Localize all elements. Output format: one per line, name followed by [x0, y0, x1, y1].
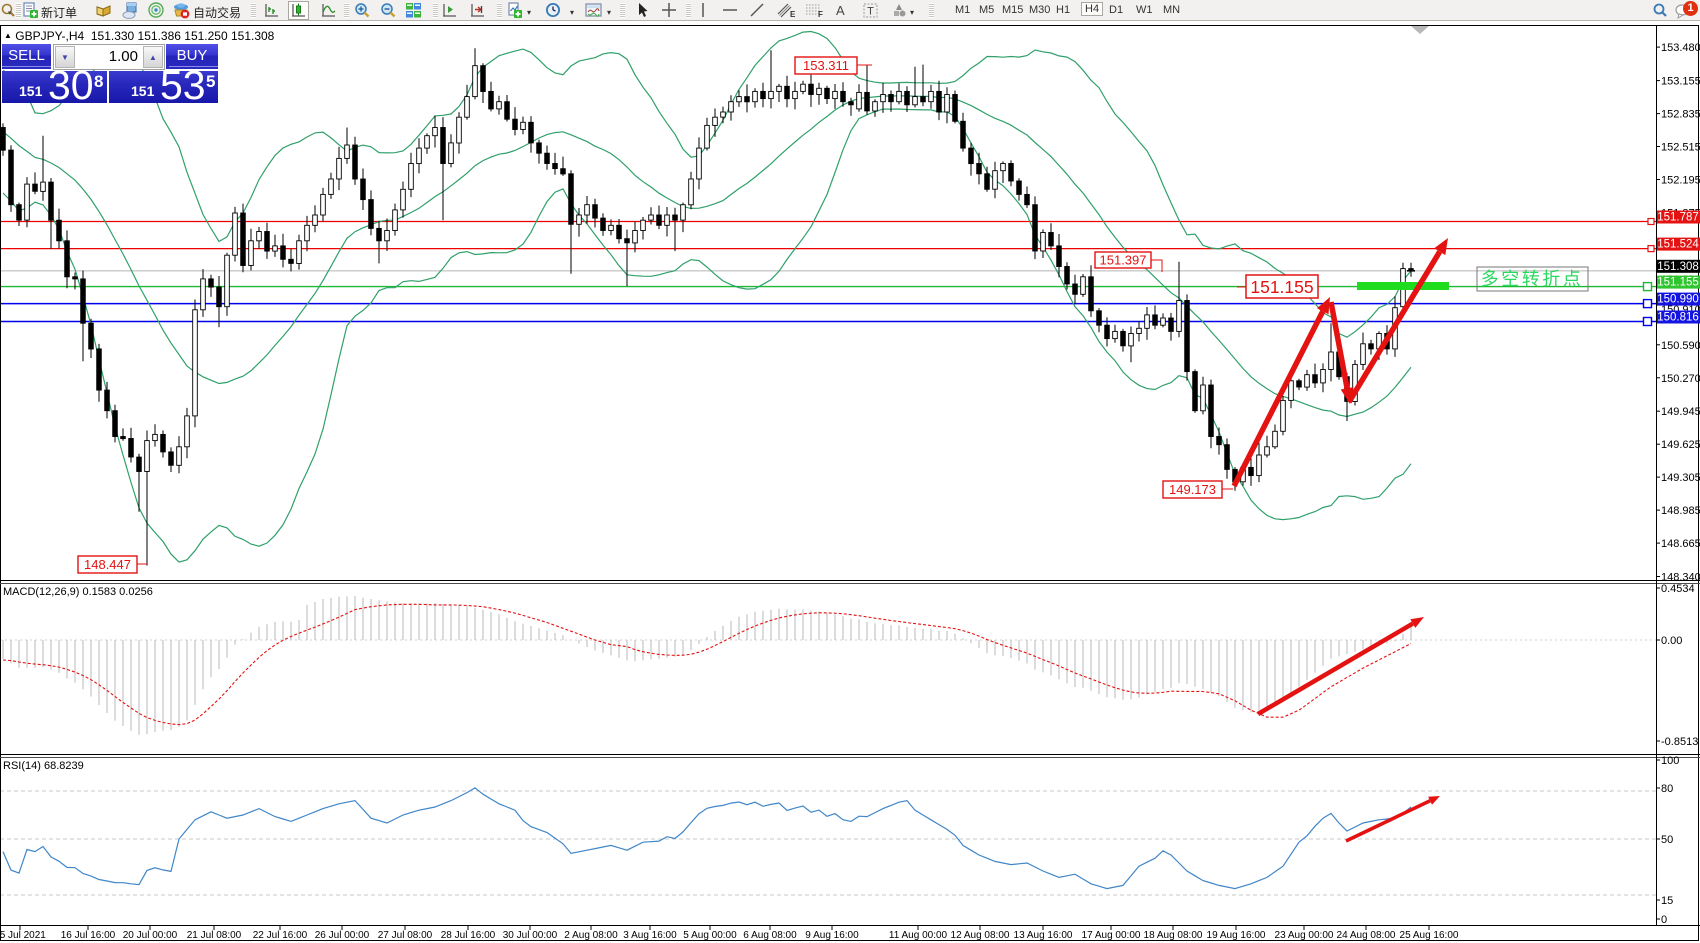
svg-text:150.990: 150.990 — [1657, 294, 1699, 306]
svg-text:20 Jul 00:00: 20 Jul 00:00 — [123, 930, 178, 941]
svg-text:15 Jul 2021: 15 Jul 2021 — [0, 930, 46, 941]
svg-text:11 Aug 00:00: 11 Aug 00:00 — [889, 930, 948, 941]
svg-text:0: 0 — [1661, 914, 1667, 926]
svg-text:151.787: 151.787 — [1657, 212, 1699, 224]
svg-text:151.397: 151.397 — [1100, 253, 1147, 268]
svg-text:50: 50 — [1661, 834, 1673, 846]
svg-text:149.945: 149.945 — [1661, 406, 1700, 418]
svg-text:6 Aug 08:00: 6 Aug 08:00 — [743, 930, 797, 941]
svg-text:153.480: 153.480 — [1661, 42, 1700, 54]
svg-text:148.665: 148.665 — [1661, 538, 1700, 550]
svg-text:151.155: 151.155 — [1657, 277, 1699, 289]
svg-text:12 Aug 08:00: 12 Aug 08:00 — [951, 930, 1010, 941]
svg-text:9 Aug 16:00: 9 Aug 16:00 — [805, 930, 859, 941]
svg-text:0.4534: 0.4534 — [1661, 583, 1695, 595]
svg-text:19 Aug 16:00: 19 Aug 16:00 — [1207, 930, 1266, 941]
svg-text:22 Jul 16:00: 22 Jul 16:00 — [253, 930, 308, 941]
svg-text:149.305: 149.305 — [1661, 472, 1700, 484]
svg-text:148.447: 148.447 — [84, 557, 131, 572]
svg-text:18 Aug 08:00: 18 Aug 08:00 — [1144, 930, 1203, 941]
svg-text:153.311: 153.311 — [803, 58, 849, 73]
svg-text:100: 100 — [1661, 755, 1679, 767]
svg-text:5 Aug 00:00: 5 Aug 00:00 — [683, 930, 737, 941]
svg-text:0.00: 0.00 — [1661, 635, 1682, 647]
svg-text:148.340: 148.340 — [1661, 572, 1700, 584]
svg-text:3 Aug 16:00: 3 Aug 16:00 — [623, 930, 677, 941]
svg-text:153.155: 153.155 — [1661, 76, 1700, 88]
svg-text:28 Jul 16:00: 28 Jul 16:00 — [441, 930, 496, 941]
svg-text:149.173: 149.173 — [1169, 482, 1216, 497]
svg-text:151.524: 151.524 — [1657, 239, 1699, 251]
svg-text:15: 15 — [1661, 895, 1673, 907]
svg-text:13 Aug 16:00: 13 Aug 16:00 — [1014, 930, 1073, 941]
svg-text:150.590: 150.590 — [1661, 340, 1700, 352]
svg-text:152.515: 152.515 — [1661, 142, 1700, 154]
svg-text:149.625: 149.625 — [1661, 439, 1700, 451]
svg-text:-0.8513: -0.8513 — [1661, 736, 1698, 748]
svg-text:148.985: 148.985 — [1661, 505, 1700, 517]
svg-text:2 Aug 08:00: 2 Aug 08:00 — [564, 930, 618, 941]
svg-text:21 Jul 08:00: 21 Jul 08:00 — [187, 930, 242, 941]
svg-text:151.308: 151.308 — [1657, 261, 1699, 273]
svg-text:150.816: 150.816 — [1657, 312, 1699, 324]
svg-text:26 Jul 00:00: 26 Jul 00:00 — [315, 930, 370, 941]
svg-text:T: T — [867, 6, 874, 18]
svg-text:25 Aug 16:00: 25 Aug 16:00 — [1400, 930, 1459, 941]
svg-text:152.195: 152.195 — [1661, 175, 1700, 187]
svg-text:30 Jul 00:00: 30 Jul 00:00 — [503, 930, 558, 941]
svg-text:23 Aug 00:00: 23 Aug 00:00 — [1275, 930, 1334, 941]
svg-text:多空转折点: 多空转折点 — [1481, 269, 1584, 289]
svg-text:80: 80 — [1661, 783, 1673, 795]
svg-text:150.270: 150.270 — [1661, 373, 1700, 385]
svg-text:17 Aug 00:00: 17 Aug 00:00 — [1082, 930, 1141, 941]
svg-text:24 Aug 08:00: 24 Aug 08:00 — [1337, 930, 1396, 941]
svg-text:151.155: 151.155 — [1250, 277, 1313, 297]
svg-text:16 Jul 16:00: 16 Jul 16:00 — [61, 930, 116, 941]
svg-text:RSI(14) 68.8239: RSI(14) 68.8239 — [3, 760, 84, 772]
svg-text:152.835: 152.835 — [1661, 109, 1700, 121]
svg-text:27 Jul 08:00: 27 Jul 08:00 — [378, 930, 433, 941]
svg-text:MACD(12,26,9) 0.1583 0.0256: MACD(12,26,9) 0.1583 0.0256 — [3, 586, 153, 598]
